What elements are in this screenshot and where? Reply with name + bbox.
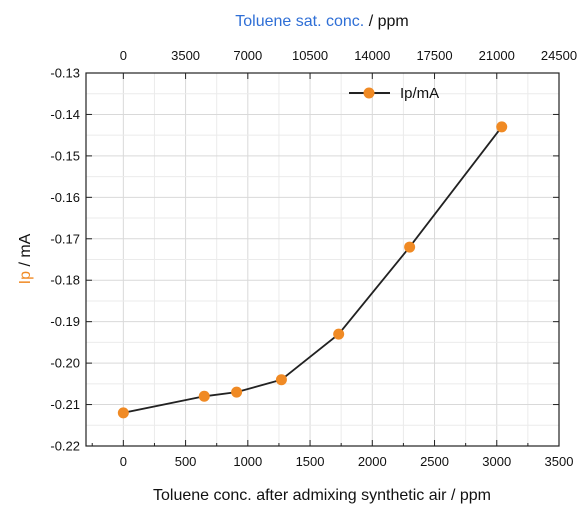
data-point bbox=[333, 328, 345, 340]
legend: Ip/mA bbox=[349, 85, 439, 102]
y-tick-label: -0.22 bbox=[50, 439, 80, 454]
top-x-tick-label: 0 bbox=[120, 48, 127, 63]
x-tick-label: 500 bbox=[175, 454, 197, 469]
y-tick-label: -0.13 bbox=[50, 66, 80, 81]
grid bbox=[86, 72, 560, 447]
series-line bbox=[123, 126, 503, 414]
data-point bbox=[198, 390, 210, 402]
top-x-tick-label: 24500 bbox=[541, 48, 577, 63]
top-x-tick-label: 17500 bbox=[416, 48, 452, 63]
x-tick-label: 0 bbox=[120, 454, 127, 469]
y-tick-label: -0.14 bbox=[50, 107, 80, 122]
x-tick-label: 3500 bbox=[545, 454, 574, 469]
top-x-tick-label: 7000 bbox=[233, 48, 262, 63]
top-x-tick-label: 3500 bbox=[171, 48, 200, 63]
y-axis-label-unit: / mA bbox=[17, 233, 34, 271]
plot-frame bbox=[85, 72, 560, 447]
tick-labels: 0 500 1000 1500 2000 2500 3000 3500 0 3500 7000 105… bbox=[50, 48, 577, 469]
data-point bbox=[404, 241, 416, 253]
x-tick-label: 2500 bbox=[420, 454, 449, 469]
y-tick-label: -0.21 bbox=[50, 397, 80, 412]
data-point bbox=[275, 374, 287, 386]
y-tick-label: -0.15 bbox=[50, 148, 80, 163]
y-tick-label: -0.20 bbox=[50, 356, 80, 371]
y-tick-label: -0.17 bbox=[50, 231, 80, 246]
x-axis-label: Toluene conc. after admixing synthetic a… bbox=[153, 487, 491, 504]
top-x-tick-label: 10500 bbox=[292, 48, 328, 63]
top-x-tick-label: 21000 bbox=[479, 48, 515, 63]
axis-ticks bbox=[86, 72, 560, 447]
legend-marker bbox=[363, 87, 375, 99]
data-point bbox=[117, 407, 129, 419]
top-x-tick-label: 14000 bbox=[354, 48, 390, 63]
top-axis-label-main: Toluene sat. conc. bbox=[235, 13, 364, 30]
x-tick-label: 2000 bbox=[358, 454, 387, 469]
x-tick-label: 1500 bbox=[296, 454, 325, 469]
legend-label: Ip/mA bbox=[400, 85, 439, 102]
x-tick-label: 1000 bbox=[233, 454, 262, 469]
top-axis-label: Toluene sat. conc. / ppm bbox=[235, 13, 408, 30]
top-axis-label-unit: / ppm bbox=[364, 13, 408, 30]
x-tick-label: 3000 bbox=[482, 454, 511, 469]
y-tick-label: -0.18 bbox=[50, 273, 80, 288]
y-tick-label: -0.16 bbox=[50, 190, 80, 205]
y-axis-label-main: Ip bbox=[17, 271, 34, 284]
data-series bbox=[117, 121, 508, 419]
y-axis-label: Ip / mA bbox=[17, 233, 34, 284]
y-tick-label: -0.19 bbox=[50, 314, 80, 329]
data-point bbox=[231, 386, 243, 398]
data-point bbox=[496, 121, 508, 133]
